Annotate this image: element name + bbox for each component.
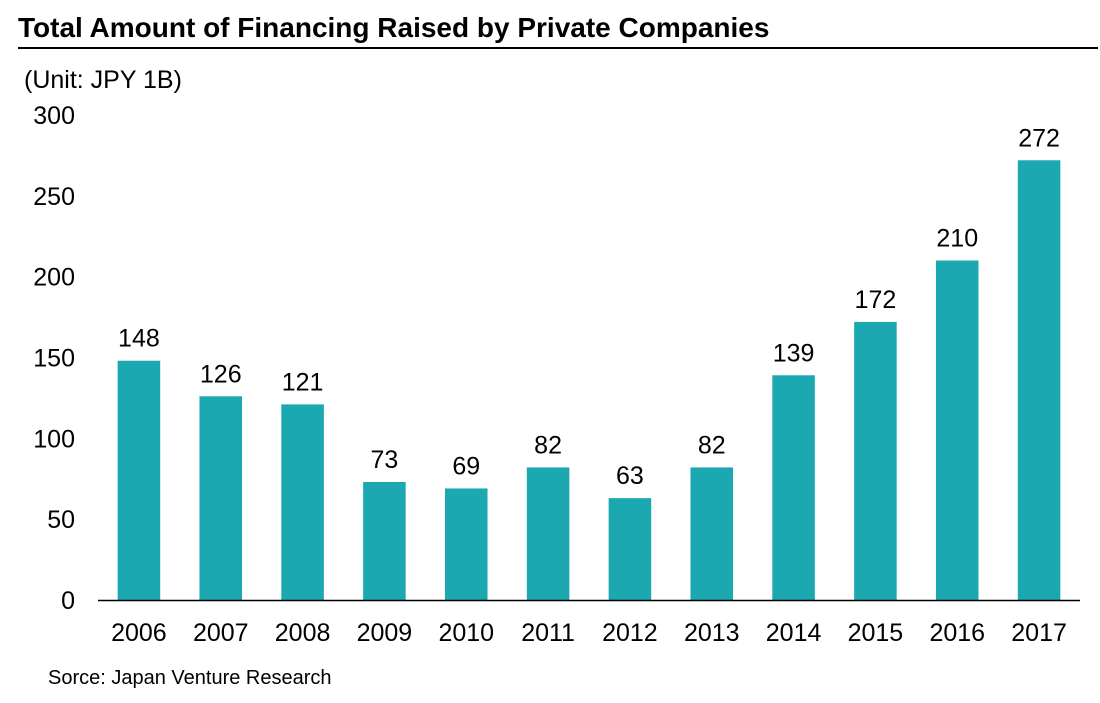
unit-label: (Unit: JPY 1B) [24,66,182,94]
x-tick-label-2007: 2007 [193,619,249,647]
bar-2006 [117,360,161,600]
y-tick-label: 0 [61,587,75,615]
bar-2015 [854,321,897,600]
data-label-2016: 210 [936,225,978,253]
x-tick-label-2014: 2014 [766,619,822,647]
y-tick-label: 50 [47,506,75,534]
data-label-2015: 172 [855,286,897,314]
bar-2016 [935,260,979,600]
x-axis-ticks: 2006 2007 2008 2009 2010 2011 2012 2013 2014 2015… [111,619,1067,647]
data-label-2017: 272 [1018,124,1060,152]
chart-title: Total Amount of Financing Raised by Priv… [18,12,770,43]
x-tick-label-2009: 2009 [357,619,413,647]
data-label-2008: 121 [282,368,324,396]
x-tick-label-2006: 2006 [111,619,167,647]
bar-2007 [199,396,243,600]
data-label-2011: 82 [534,431,562,459]
y-tick-label: 150 [33,345,75,373]
bar-2010 [444,488,488,600]
x-tick-label-2016: 2016 [929,619,985,647]
bar-2017 [1017,160,1061,600]
title-underline [18,47,1098,49]
x-tick-label-2010: 2010 [438,619,494,647]
x-tick-label-2015: 2015 [848,619,904,647]
data-label-2012: 63 [616,462,644,490]
x-tick-label-2011: 2011 [521,619,575,647]
x-tick-label-2017: 2017 [1011,619,1067,647]
bar-2011 [526,467,570,600]
x-tick-label-2008: 2008 [275,619,331,647]
data-labels: 148 126 121 73 69 82 63 82 139 172 210 272 [118,124,1060,490]
data-label-2009: 73 [371,446,399,474]
y-tick-label: 200 [33,264,75,292]
y-tick-label: 250 [33,183,75,211]
bar-2012 [608,498,652,600]
data-label-2010: 69 [452,452,480,480]
y-tick-label: 300 [33,102,75,130]
y-tick-label: 100 [33,425,75,453]
source-note: Sorce: Japan Venture Research [48,667,332,689]
bar-series [117,160,1061,600]
bar-2008 [281,404,324,600]
data-label-2006: 148 [118,325,160,353]
data-label-2014: 139 [773,339,815,367]
bar-2014 [772,375,815,600]
x-tick-label-2013: 2013 [684,619,740,647]
y-axis-ticks: 0 50 100 150 200 250 300 [33,102,75,615]
data-label-2013: 82 [698,431,726,459]
data-label-2007: 126 [200,360,242,388]
bar-2013 [690,467,734,600]
x-tick-label-2012: 2012 [602,619,658,647]
bar-2009 [363,481,406,600]
